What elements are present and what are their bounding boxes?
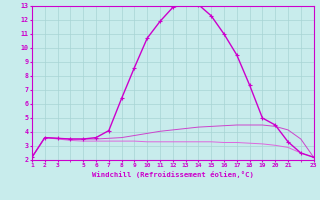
X-axis label: Windchill (Refroidissement éolien,°C): Windchill (Refroidissement éolien,°C) [92,171,254,178]
